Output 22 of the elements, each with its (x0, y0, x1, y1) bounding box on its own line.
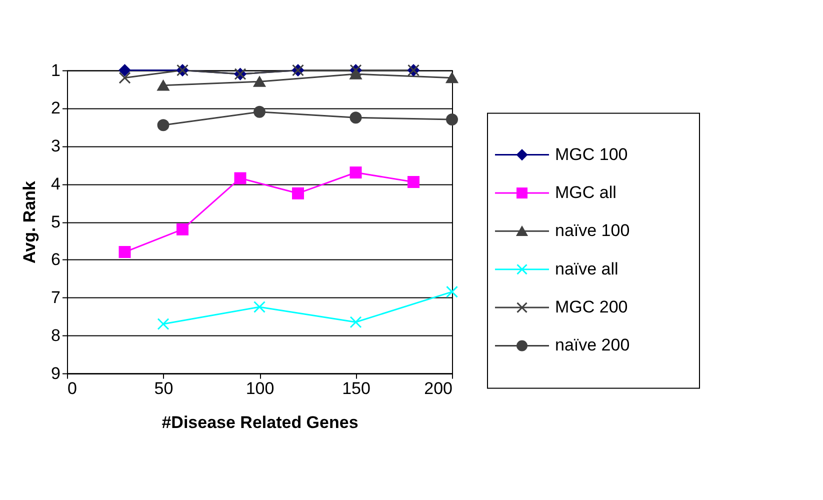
y-tick-label: 2 (51, 98, 60, 118)
y-tick-label: 5 (51, 212, 60, 232)
legend-label: naïve all (555, 259, 618, 278)
x-tick-label: 50 (154, 378, 174, 398)
x-tick-label: 100 (246, 378, 274, 398)
y-tick-label: 9 (51, 364, 60, 383)
legend-label: naïve 100 (555, 221, 630, 240)
x-tick-label: 0 (68, 378, 77, 398)
x-axis-title: #Disease Related Genes (162, 412, 358, 432)
legend-label: MGC 200 (555, 298, 628, 317)
y-tick-label: 8 (51, 326, 60, 345)
y-tick-label: 6 (51, 250, 60, 270)
legend-label: MGC 100 (555, 144, 628, 164)
x-tick-label: 200 (424, 378, 452, 398)
x-tick-label: 150 (342, 378, 370, 398)
legend-label: MGC all (555, 182, 616, 202)
y-tick-label: 4 (51, 174, 60, 194)
y-tick-label: 3 (51, 136, 60, 156)
y-tick-label: 7 (51, 288, 60, 307)
y-tick-label: 1 (51, 60, 60, 80)
legend-label: naïve 200 (555, 336, 630, 355)
y-axis-title: Avg. Rank (20, 180, 40, 264)
